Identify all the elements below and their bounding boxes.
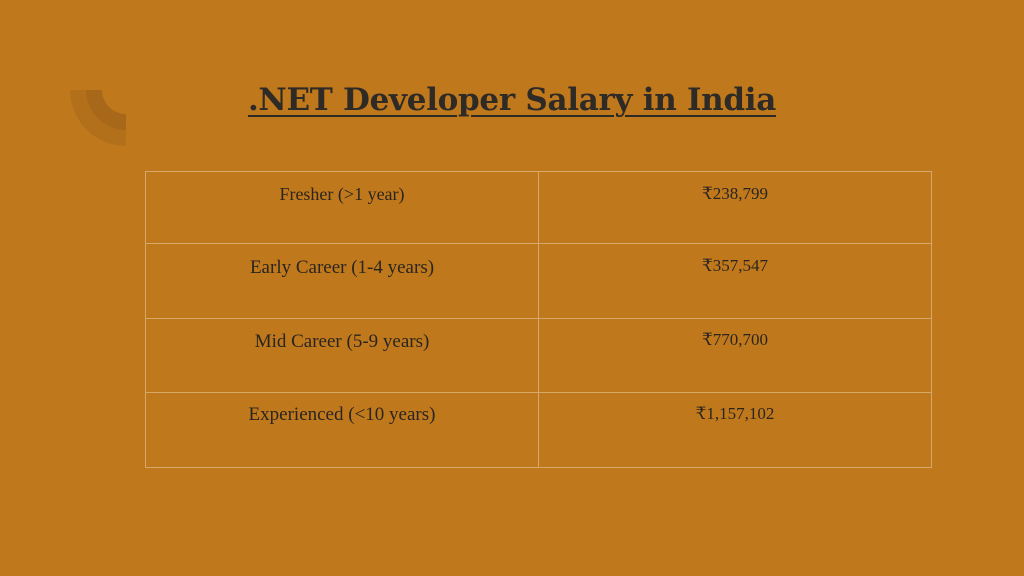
quarter-circle-arc-icon	[70, 90, 126, 146]
table-cell-salary: ₹357,547	[538, 243, 932, 319]
level-label: Experienced (<10 years)	[248, 404, 436, 425]
salary-value: ₹770,700	[701, 330, 769, 349]
salary-value: ₹1,157,102	[695, 404, 775, 423]
table-cell-level: Fresher (>1 year)	[145, 171, 539, 244]
table-cell-level: Mid Career (5-9 years)	[145, 318, 539, 393]
salary-value: ₹357,547	[701, 256, 769, 275]
salary-table: Fresher (>1 year) ₹238,799 Early Career …	[145, 171, 932, 468]
salary-value: ₹238,799	[701, 184, 769, 203]
level-label: Mid Career (5-9 years)	[254, 331, 430, 352]
table-cell-level: Experienced (<10 years)	[145, 392, 539, 468]
table-row: Fresher (>1 year) ₹238,799	[145, 171, 932, 244]
table-cell-level: Early Career (1-4 years)	[145, 243, 539, 319]
table-cell-salary: ₹1,157,102	[538, 392, 932, 468]
table-row: Mid Career (5-9 years) ₹770,700	[145, 318, 932, 393]
level-label: Fresher (>1 year)	[279, 184, 405, 204]
table-cell-salary: ₹238,799	[538, 171, 932, 244]
level-label: Early Career (1-4 years)	[249, 257, 435, 278]
table-row: Experienced (<10 years) ₹1,157,102	[145, 392, 932, 468]
page-title: .NET Developer Salary in India	[247, 82, 777, 118]
table-row: Early Career (1-4 years) ₹357,547	[145, 243, 932, 319]
table-cell-salary: ₹770,700	[538, 318, 932, 393]
